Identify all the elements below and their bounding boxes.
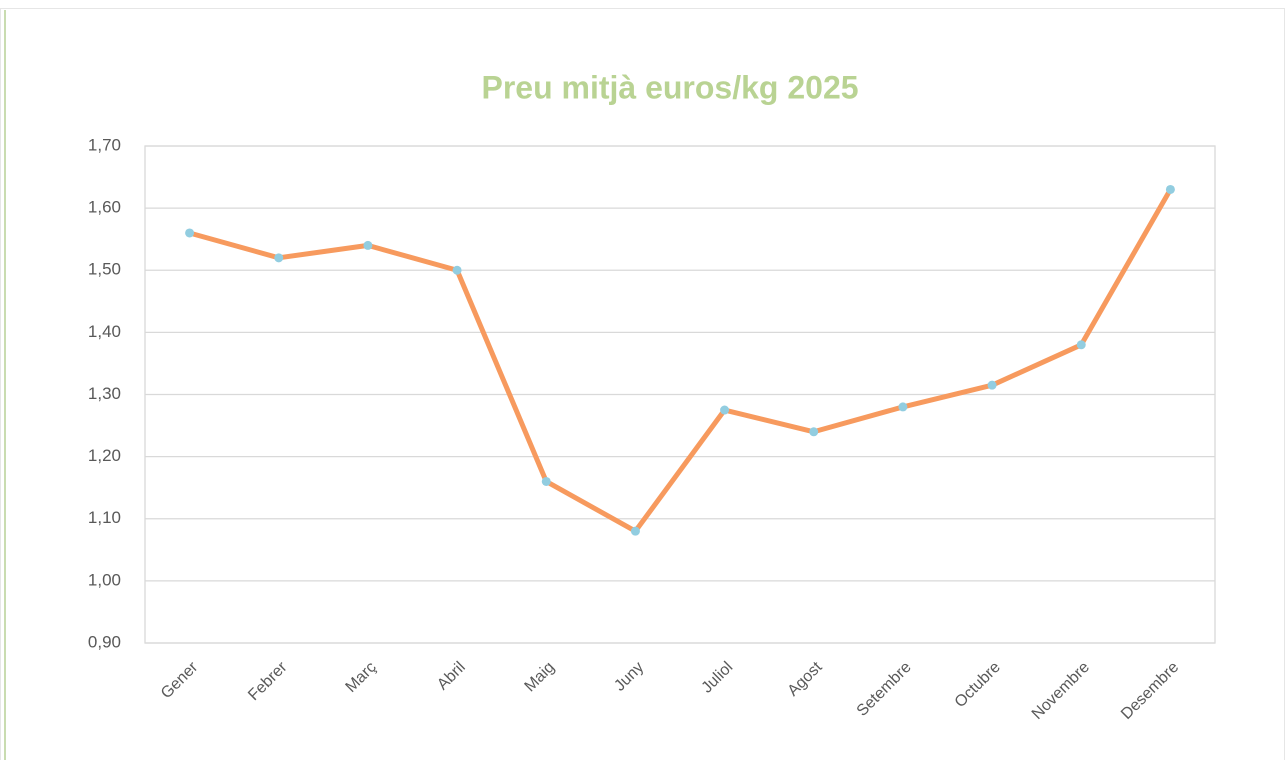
point — [452, 265, 462, 275]
point — [541, 476, 551, 486]
point — [630, 526, 640, 536]
line — [188, 188, 1173, 534]
point — [809, 427, 819, 437]
point — [1076, 340, 1086, 350]
y-tick-label: 1,50 — [88, 260, 121, 279]
plot-border — [144, 145, 1216, 644]
point — [898, 402, 908, 412]
point — [274, 253, 284, 263]
y-tick-label: 1,60 — [88, 198, 121, 217]
point — [720, 405, 730, 415]
y-tick-label: 1,30 — [88, 384, 121, 403]
y-tick-label: 1,10 — [88, 508, 121, 527]
point — [1165, 184, 1175, 194]
point — [363, 240, 373, 250]
point — [987, 380, 997, 390]
y-tick-label: 1,20 — [88, 446, 121, 465]
y-tick-label: 0,90 — [88, 632, 121, 651]
y-tick-label: 1,00 — [88, 570, 121, 589]
chart-title: Preu mitjà euros/kg 2025 — [481, 69, 858, 105]
y-tick-label: 1,40 — [88, 322, 121, 341]
point — [185, 228, 195, 238]
y-tick-label: 1,70 — [88, 135, 121, 154]
chart-frame — [0, 8, 1285, 765]
